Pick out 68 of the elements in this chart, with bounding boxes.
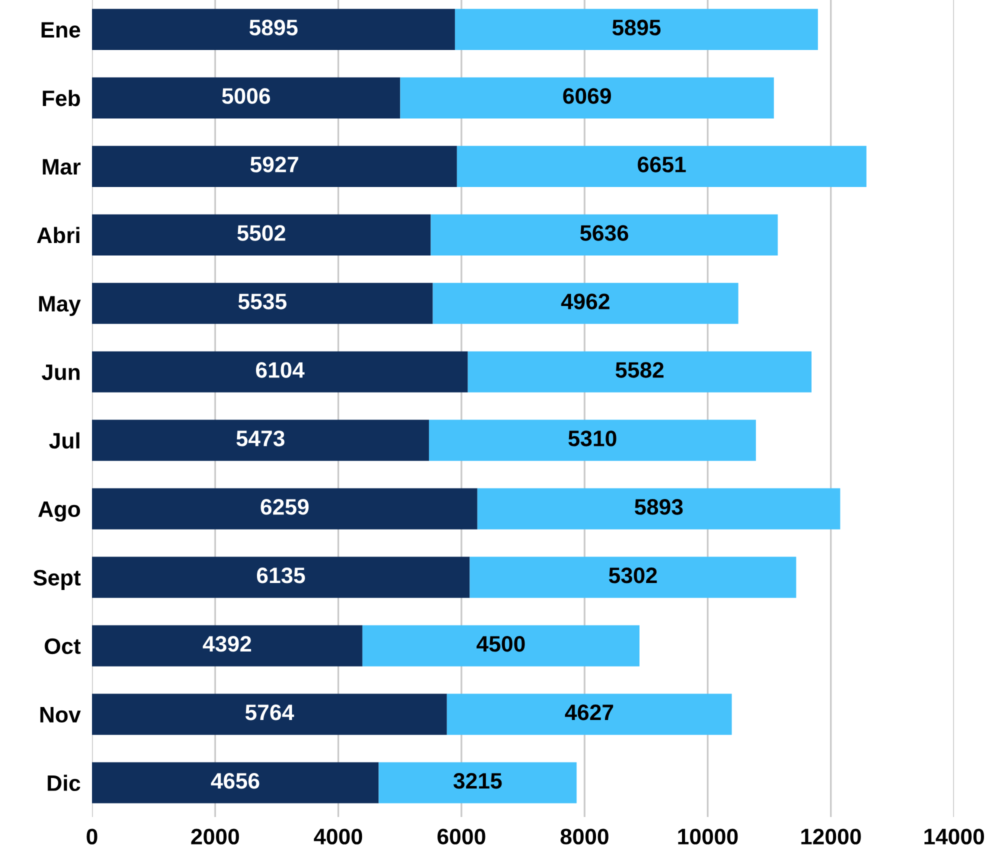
data-label: 5535: [238, 294, 286, 310]
data-label: 5473: [236, 430, 284, 446]
data-label: 4656: [210, 772, 260, 789]
bar: [456, 146, 866, 187]
bar: [477, 488, 840, 530]
bar: [92, 694, 447, 735]
y-tick-label: Ene: [42, 22, 80, 38]
bar: [400, 77, 774, 118]
data-label: 6259: [260, 499, 309, 515]
bar: [92, 625, 362, 666]
x-tick-label: 8000: [560, 828, 608, 844]
bar: [362, 625, 640, 666]
y-tick-label: Oct: [44, 638, 81, 654]
data-label: 5006: [222, 88, 270, 104]
bar: [92, 762, 379, 804]
bar: [468, 351, 812, 392]
x-tick-label: 2000: [191, 828, 239, 844]
x-tick-label: 6000: [438, 828, 486, 844]
y-tick-label: Nov: [40, 707, 81, 723]
data-label: 5502: [237, 225, 286, 241]
x-tick-label: 10000: [678, 828, 738, 844]
data-label: 5893: [634, 499, 683, 515]
y-tick-label: Sept: [33, 570, 81, 590]
bar: [428, 420, 756, 461]
data-label: 4392: [202, 636, 252, 652]
bar: [92, 351, 468, 392]
y-tick-label: Jul: [49, 432, 80, 449]
bar: [92, 420, 429, 461]
data-label: 6104: [256, 362, 305, 378]
x-tick-label: 12000: [801, 828, 861, 844]
bar: [432, 282, 738, 324]
y-tick-label: Feb: [42, 90, 80, 106]
y-tick-label: Ago: [38, 502, 80, 522]
y-tick-label: Mar: [42, 159, 81, 175]
bar: [378, 762, 577, 804]
x-tick-label: 4000: [314, 828, 362, 844]
bar: [454, 8, 818, 50]
data-label: 5582: [616, 362, 664, 378]
bar: [92, 214, 431, 256]
x-tick-label: 0: [86, 828, 98, 844]
data-label: 5895: [612, 20, 661, 36]
data-label: 6651: [638, 156, 686, 172]
bar: [446, 694, 732, 735]
bar: [92, 556, 470, 598]
data-label: 4962: [561, 294, 610, 310]
data-label: 4627: [564, 704, 614, 720]
data-label: 5636: [580, 225, 628, 241]
data-label: 3215: [453, 772, 502, 789]
x-tick-label: 14000: [924, 828, 984, 844]
y-tick-label: Dic: [48, 774, 80, 792]
data-label: 5310: [568, 430, 616, 446]
bar: [92, 488, 478, 530]
data-label: 5764: [245, 704, 294, 720]
bar: [430, 214, 778, 256]
data-label: 5302: [608, 568, 657, 584]
bar: [470, 556, 796, 598]
data-label: 5927: [250, 156, 298, 172]
data-label: 6135: [256, 568, 305, 584]
bar: [92, 282, 433, 324]
y-tick-label: May: [39, 296, 81, 316]
y-tick-label: Jun: [42, 364, 80, 380]
bar: [92, 146, 457, 187]
bar: [92, 77, 400, 118]
y-tick-label: Abri: [36, 226, 80, 244]
data-label: 6069: [563, 88, 611, 104]
data-label: 4500: [476, 636, 525, 652]
bar: [92, 8, 455, 50]
data-label: 5895: [249, 20, 298, 36]
